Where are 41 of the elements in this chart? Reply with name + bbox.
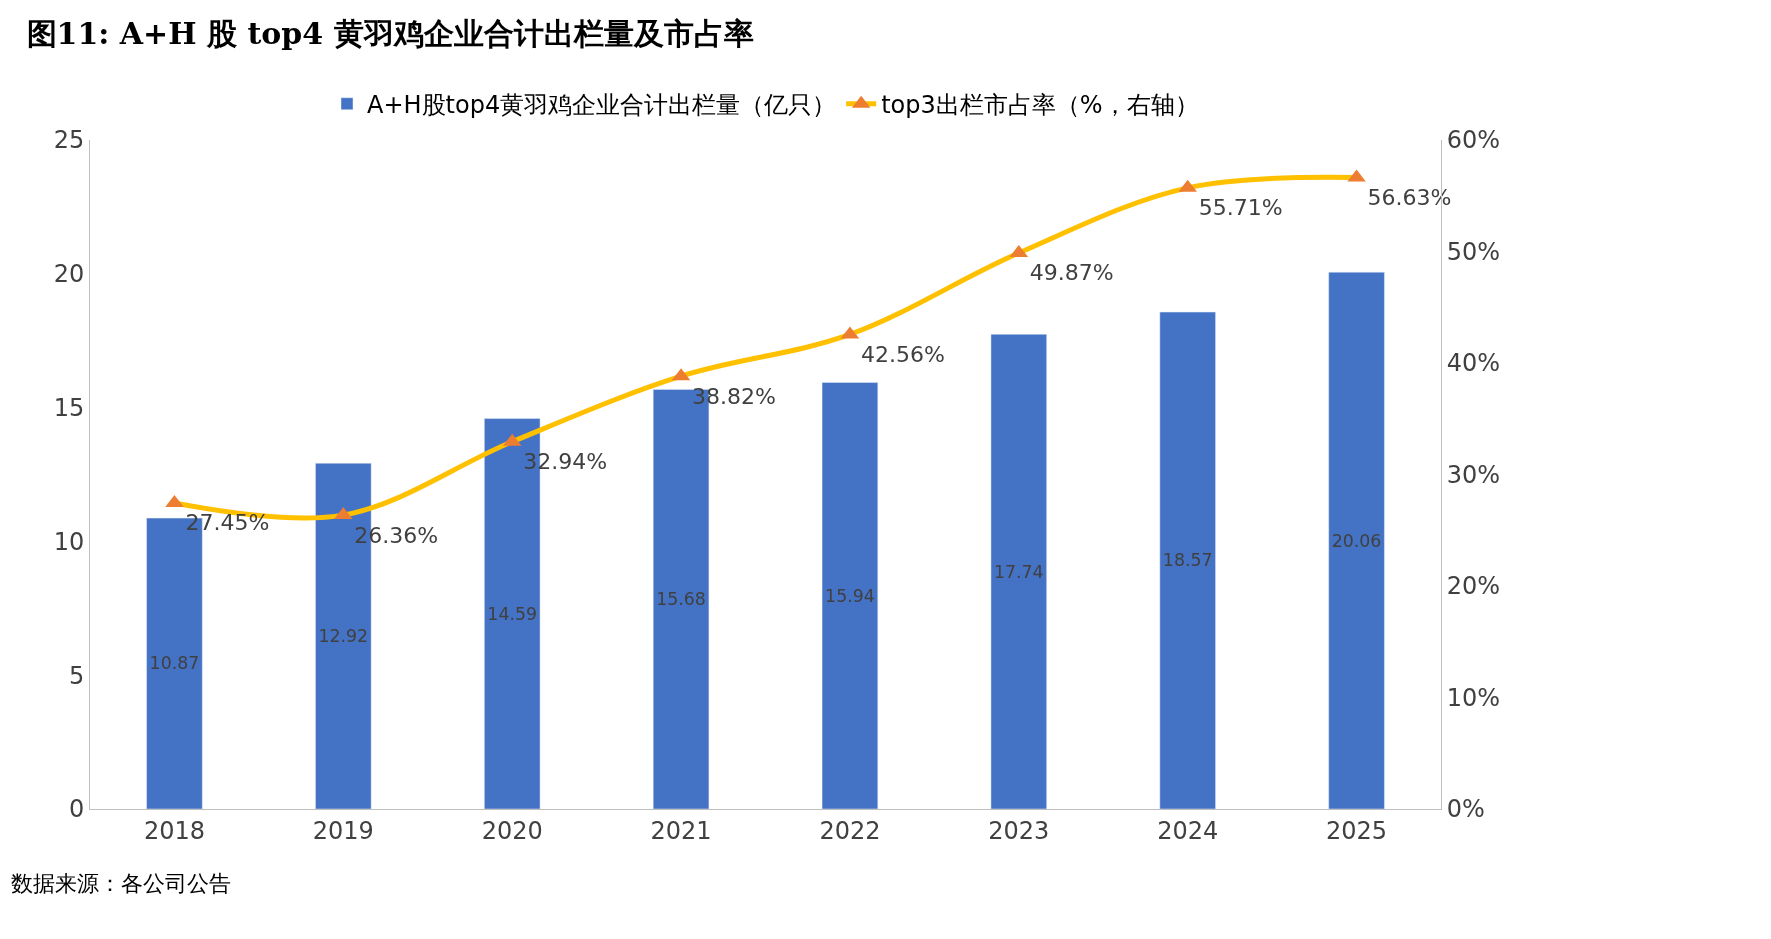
- y-tick-label: 20: [53, 260, 85, 289]
- data-label: 14.59: [487, 603, 538, 624]
- data-label: 17.74: [993, 561, 1044, 582]
- legend-label: A+H股top4黄羽鸡企业合计出栏量（亿只）: [367, 91, 837, 120]
- bar: [1159, 311, 1216, 809]
- data-label: 56.63%: [1367, 185, 1452, 211]
- y-tick-label: 5: [68, 661, 85, 690]
- data-label: 10.87: [149, 653, 200, 674]
- bar: [990, 334, 1047, 809]
- y2-tick-label: 20%: [1446, 572, 1501, 601]
- x-tick-label: 2019: [312, 816, 374, 845]
- x-tick-label: 2018: [143, 816, 205, 845]
- chart-title: 图11: A+H 股 top4 黄羽鸡企业合计出栏量及市占率: [26, 16, 754, 52]
- bar: [821, 382, 879, 809]
- y-tick-label: 10: [53, 527, 85, 556]
- data-label: 55.71%: [1198, 195, 1283, 221]
- y2-tick-label: 60%: [1446, 126, 1501, 155]
- data-label: 18.57: [1162, 550, 1213, 571]
- y-tick-label: 25: [53, 126, 85, 155]
- data-label: 15.94: [825, 585, 875, 606]
- x-tick-label: 2025: [1326, 816, 1388, 845]
- y2-tick-label: 30%: [1446, 460, 1501, 489]
- x-tick-label: 2020: [481, 816, 543, 845]
- data-label: 49.87%: [1029, 260, 1114, 286]
- x-tick-label: 2022: [819, 816, 881, 845]
- x-tick-label: 2024: [1157, 816, 1219, 845]
- legend-label: top3出栏市占率（%，右轴）: [881, 91, 1199, 120]
- data-label: 42.56%: [860, 341, 945, 367]
- bar: [1328, 271, 1385, 809]
- y2-tick-label: 10%: [1446, 683, 1501, 712]
- y2-tick-label: 0%: [1446, 795, 1485, 824]
- y2-tick-label: 40%: [1446, 349, 1501, 378]
- x-tick-label: 2023: [988, 816, 1050, 845]
- x-tick-label: 2021: [650, 816, 712, 845]
- data-label: 15.68: [656, 589, 706, 610]
- y-tick-label: 0: [68, 795, 85, 824]
- source-note: 数据来源：各公司公告: [11, 871, 231, 896]
- data-label: 20.06: [1331, 530, 1382, 551]
- y-tick-label: 15: [53, 394, 85, 422]
- y2-tick-label: 50%: [1446, 237, 1501, 266]
- data-label: 12.92: [318, 626, 369, 647]
